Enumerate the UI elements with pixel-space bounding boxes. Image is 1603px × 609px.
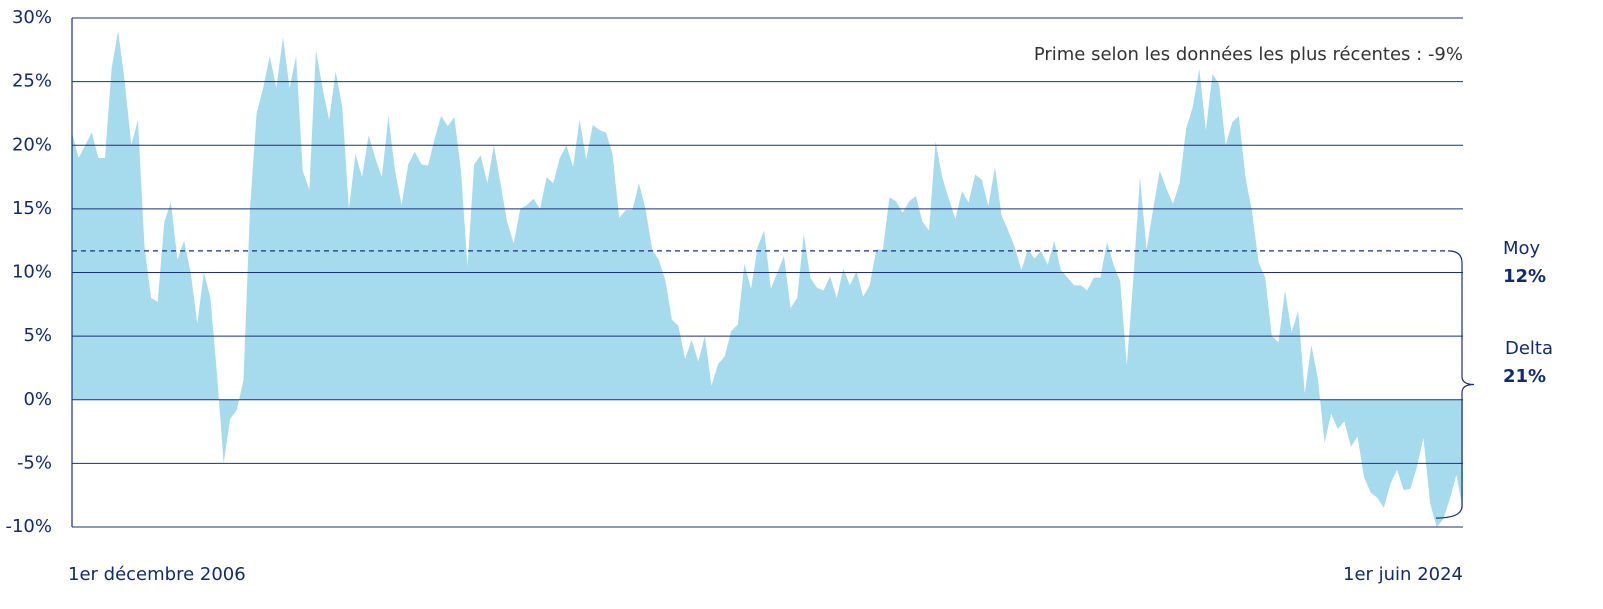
y-tick-label: 10% <box>12 262 52 283</box>
y-tick-label: 30% <box>12 7 52 28</box>
mean-value-label: 12% <box>1503 266 1546 287</box>
mean-label: Moy <box>1503 238 1541 259</box>
y-tick-label: 0% <box>23 389 52 410</box>
area <box>72 30 1463 527</box>
y-tick-label: -5% <box>17 452 52 473</box>
y-tick-label: 15% <box>12 198 52 219</box>
annotation: Prime selon les données les plus récente… <box>1034 44 1463 65</box>
y-tick-label: -10% <box>5 516 52 537</box>
x-tick-label: 1er juin 2024 <box>1343 564 1463 585</box>
delta-bracket <box>1435 250 1475 519</box>
y-tick-label: 5% <box>23 325 52 346</box>
delta-value-label: 21% <box>1503 366 1546 387</box>
x-tick-label: 1er décembre 2006 <box>68 564 246 585</box>
y-tick-label: 20% <box>12 134 52 155</box>
y-tick-label: 25% <box>12 71 52 92</box>
delta-label: Delta <box>1505 338 1553 359</box>
